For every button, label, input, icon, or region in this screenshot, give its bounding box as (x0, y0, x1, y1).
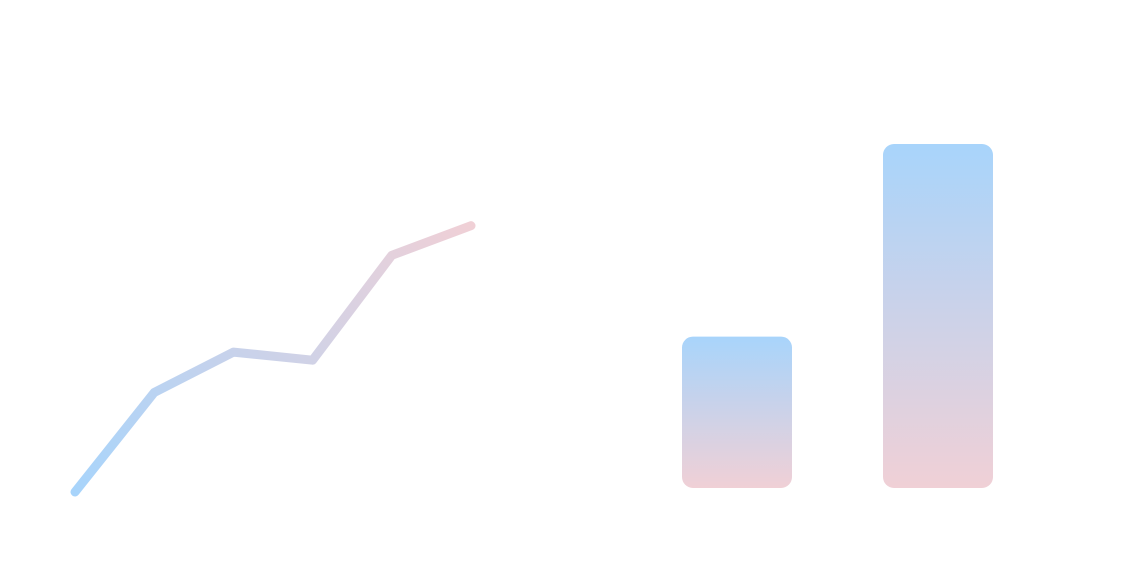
bar-chart (560, 0, 1136, 568)
line-chart (0, 0, 560, 568)
bar-0 (682, 336, 792, 488)
line-series-0 (70, 221, 476, 497)
bar-series-layer (682, 144, 993, 488)
line-chart-svg (70, 221, 476, 497)
bar-1 (883, 144, 993, 488)
line-series-layer (70, 221, 476, 497)
bar-chart-svg (682, 144, 993, 488)
